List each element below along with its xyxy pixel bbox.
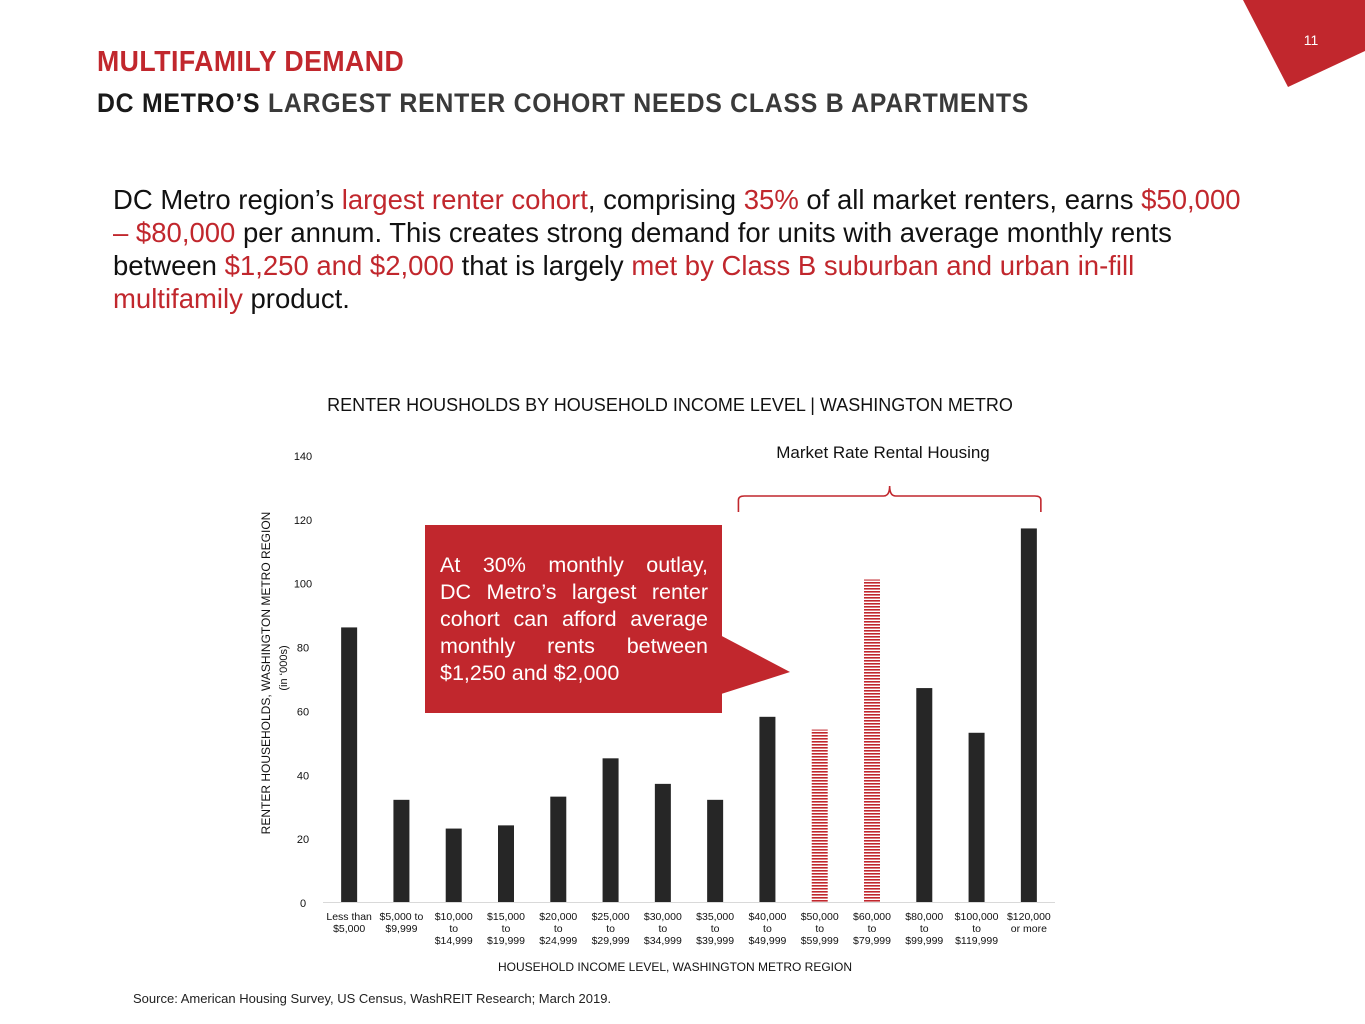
callout-line: monthly rents between	[440, 634, 708, 658]
intro-text: DC Metro region’s	[113, 184, 342, 215]
subtitle-emphasis: DC METRO’S	[97, 88, 261, 118]
bracket-label: Market Rate Rental Housing	[776, 443, 990, 462]
x-tick-label: to	[658, 923, 667, 935]
intro-text: of all market renters, earns	[798, 184, 1142, 215]
callout-line: DC Metro’s largest renter	[440, 580, 708, 604]
x-tick-label: $49,999	[748, 935, 786, 947]
page-title: MULTIFAMILY DEMAND	[97, 46, 405, 78]
x-tick-label: $24,999	[539, 935, 577, 947]
y-tick-label: 0	[300, 898, 306, 910]
intro-highlight: largest renter cohort	[341, 184, 588, 215]
intro-text: per annum. This creates strong demand fo…	[113, 217, 1172, 281]
y-tick-label: 120	[294, 515, 312, 527]
x-tick-label: $120,000	[1007, 911, 1051, 923]
page-subtitle: DC METRO’S LARGEST RENTER COHORT NEEDS C…	[97, 88, 1029, 119]
bar	[759, 716, 776, 902]
x-tick-label: to	[972, 923, 981, 935]
x-tick-label: $20,000	[539, 911, 577, 923]
x-tick-label: $5,000 to	[380, 911, 424, 923]
callout-pointer	[718, 634, 790, 695]
x-tick-label: $80,000	[905, 911, 943, 923]
y-tick-label: 140	[294, 451, 312, 463]
x-tick-label: $59,999	[801, 935, 839, 947]
bar-highlighted	[864, 579, 880, 902]
x-tick-label: $10,000	[435, 911, 473, 923]
x-tick-label: $29,999	[592, 935, 630, 947]
y-axis-label: RENTER HOUSEHOLDS, WASHINGTON METRO REGI…	[259, 512, 273, 835]
x-tick-label: to	[449, 923, 458, 935]
x-tick-label: to	[554, 923, 563, 935]
bar	[602, 758, 619, 902]
bar	[393, 799, 410, 902]
intro-paragraph: DC Metro region’s largest renter cohort,…	[113, 183, 1263, 315]
bar	[1020, 528, 1037, 902]
x-tick-label: to	[711, 923, 720, 935]
bar	[498, 825, 514, 902]
bar-highlighted	[811, 729, 828, 902]
intro-highlight: 35%	[743, 184, 799, 215]
x-tick-label: $39,999	[696, 935, 734, 947]
x-tick-label: $5,000	[333, 923, 365, 935]
bar	[550, 796, 567, 902]
x-tick-label: to	[868, 923, 877, 935]
x-tick-label: Less than	[326, 911, 372, 923]
intro-text: that is largely	[454, 250, 632, 281]
subtitle-rest: LARGEST RENTER COHORT NEEDS CLASS B APAR…	[260, 88, 1030, 118]
callout-line: cohort can afford average	[440, 607, 708, 631]
intro-highlight: met by Class B suburban and urban in-fil…	[113, 250, 1135, 314]
x-tick-label: $15,000	[487, 911, 525, 923]
x-tick-label: to	[815, 923, 824, 935]
callout-line: At 30% monthly outlay,	[440, 553, 708, 577]
bar	[916, 688, 933, 902]
y-tick-label: 40	[297, 770, 309, 782]
intro-highlight: $1,250 and $2,000	[224, 250, 455, 281]
callout-line: $1,250 and $2,000	[440, 661, 620, 685]
x-tick-label: $19,999	[487, 935, 525, 947]
x-tick-label: $25,000	[592, 911, 630, 923]
x-tick-label: $35,000	[696, 911, 734, 923]
page-number: 11	[1303, 32, 1319, 48]
source-note: Source: American Housing Survey, US Cens…	[133, 991, 612, 1006]
intro-highlight: $50,000 – $80,000	[113, 184, 1241, 248]
x-tick-label: $40,000	[748, 911, 786, 923]
x-tick-label: $30,000	[644, 911, 682, 923]
x-tick-label: $14,999	[435, 935, 473, 947]
bar	[341, 627, 358, 902]
bar	[445, 828, 462, 902]
y-tick-label: 100	[294, 579, 312, 591]
x-tick-label: $9,999	[385, 923, 417, 935]
callout-text: At 30% monthly outlay, DC Metro’s largest…	[440, 552, 708, 687]
bracket	[737, 485, 1042, 512]
y-tick-label: 80	[297, 643, 309, 655]
bar	[654, 783, 671, 902]
x-axis-label: HOUSEHOLD INCOME LEVEL, WASHINGTON METRO…	[498, 960, 852, 974]
x-tick-label: to	[502, 923, 511, 935]
x-tick-label: to	[763, 923, 772, 935]
x-tick-label: $60,000	[853, 911, 891, 923]
x-tick-label: to	[920, 923, 929, 935]
y-axis-units: (in ‘000s)	[278, 645, 290, 690]
x-tick-label: or more	[1011, 923, 1047, 935]
bar	[968, 732, 985, 902]
intro-text: product.	[242, 283, 350, 314]
bar	[707, 799, 724, 902]
x-tick-label: $34,999	[644, 935, 682, 947]
y-tick-label: 60	[297, 706, 309, 718]
intro-text: , comprising	[587, 184, 744, 215]
x-tick-label: $99,999	[905, 935, 943, 947]
callout-box	[425, 525, 722, 713]
chart-title: RENTER HOUSHOLDS BY HOUSEHOLD INCOME LEV…	[327, 395, 1013, 415]
y-tick-label: 20	[297, 834, 309, 846]
x-tick-label: $100,000	[955, 911, 999, 923]
x-tick-label: $119,999	[955, 935, 998, 947]
x-tick-label: to	[606, 923, 615, 935]
x-tick-label: $79,999	[853, 935, 891, 947]
x-tick-label: $50,000	[801, 911, 839, 923]
